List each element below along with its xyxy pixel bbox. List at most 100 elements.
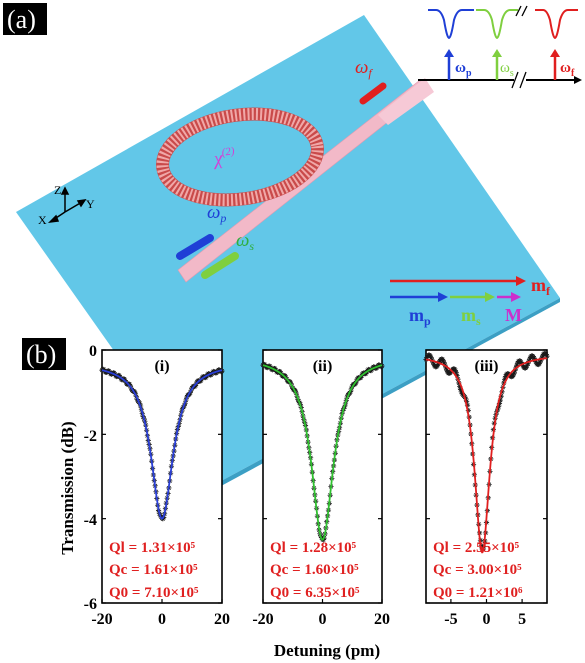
signal-beam [201, 252, 239, 279]
x-axis-label: Detuning (pm) [274, 641, 380, 660]
data-point [520, 362, 526, 369]
data-point [502, 376, 508, 382]
data-point [197, 378, 204, 384]
y-axis-label: Transmission (dB) [58, 421, 77, 554]
data-point [518, 359, 524, 365]
fit-curve [262, 364, 383, 541]
waveguide-taper-right [378, 78, 434, 125]
inset-omega-s: ωs [500, 60, 514, 79]
data-point [452, 367, 458, 373]
momentum-mf-label: mf [531, 275, 551, 298]
data-point [544, 353, 550, 359]
x-tick-label: 0 [319, 611, 327, 628]
fit-curve [101, 369, 223, 520]
x-tick-label: 20 [374, 611, 390, 628]
data-point [444, 367, 450, 373]
q-factor-label: Q0 = 6.35×10⁵ [270, 585, 360, 601]
data-point [530, 353, 536, 360]
y-tick-minus6: -6 [84, 596, 97, 613]
y-tick-0: 0 [89, 343, 97, 360]
spectrum-inset [418, 5, 582, 89]
data-point [428, 355, 434, 361]
data-point [537, 359, 543, 365]
data-point [453, 370, 459, 376]
fundamental-beam [359, 82, 387, 105]
inset-omega-f: ωf [560, 60, 575, 79]
data-point [464, 402, 471, 408]
coordinate-axes [47, 186, 87, 224]
data-point [434, 363, 440, 369]
plot-frame [425, 349, 548, 604]
panel-b: (b) Transmission (dB) Detuning (pm) 0 -2… [22, 338, 550, 660]
subplot-title: (iii) [475, 358, 499, 375]
inset-omega-p: ωp [455, 60, 472, 79]
data-point [496, 400, 503, 407]
data-point [527, 356, 533, 362]
x-tick-label: -20 [91, 611, 112, 628]
data-point [514, 362, 520, 368]
fit-curve [425, 357, 548, 554]
y-tick-minus4: -4 [84, 512, 97, 529]
x-tick-label: -5 [444, 611, 457, 628]
x-tick-label: 5 [518, 611, 526, 628]
data-point [543, 351, 549, 358]
q-factor-label: Ql = 2.55×10⁵ [433, 540, 520, 556]
data-point [498, 393, 504, 399]
subplot-ii: -20 0 20 (ii) Ql = 1.28×10⁵ Qc = 1.60×10⁵ Q0 =… [252, 349, 390, 628]
data-point [454, 373, 460, 379]
data-point [524, 363, 530, 369]
y-tick-minus2: -2 [84, 428, 97, 445]
data-point [512, 368, 518, 374]
data-point [525, 360, 531, 367]
data-point [511, 370, 517, 376]
data-point [515, 360, 521, 366]
axis-y-label: Y [86, 197, 95, 211]
data-point [457, 383, 463, 390]
data-point [502, 373, 509, 380]
x-tick-label: 20 [214, 611, 230, 628]
q-factor-label: Qc = 1.61×10⁵ [109, 562, 198, 578]
ring-resonator [156, 108, 324, 206]
axis-z-label: Z [54, 183, 61, 197]
data-point [540, 353, 546, 359]
data-point [435, 361, 441, 367]
data-point [538, 357, 544, 363]
panel-a-label-box [3, 3, 47, 35]
data-point [282, 373, 288, 379]
subplot-i: -20 0 20 (i) Ql = 1.31×10⁵ Qc = 1.61×10⁵ Q0 = … [91, 349, 230, 628]
data-point [464, 398, 470, 404]
pump-beam [176, 234, 214, 260]
data-point [531, 355, 537, 361]
q-factor-label: Qc = 1.60×10⁵ [270, 562, 359, 578]
data-point [523, 364, 529, 370]
data-point [427, 353, 433, 359]
momentum-diagram [390, 276, 526, 302]
data-point [443, 365, 449, 371]
q-factor-label: Q0 = 7.10×10⁵ [109, 585, 199, 601]
data-point [533, 359, 539, 365]
panel-a-label: (a) [7, 5, 36, 34]
data-point [458, 389, 465, 395]
plot-frame [262, 349, 383, 604]
axis-x-label: X [38, 213, 47, 227]
subplot-iii: -5 0 5 (iii) Ql = 2.55×10⁵ Qc = 3.00×10⁵ Q0 = … [423, 349, 550, 628]
subplot-title: (ii) [313, 358, 333, 375]
q-factor-label: Ql = 1.28×10⁵ [270, 540, 357, 556]
data-point [539, 355, 545, 361]
momentum-M-label: M [505, 305, 522, 325]
subplot-title: (i) [154, 358, 169, 375]
data-point [497, 397, 503, 403]
x-tick-label: -20 [252, 611, 273, 628]
panel-b-label-box [22, 338, 66, 370]
data-point [424, 354, 430, 361]
q-factor-label: Ql = 1.31×10⁵ [109, 540, 196, 556]
q-factor-label: Q0 = 1.21×10⁶ [433, 585, 523, 601]
data-point [457, 386, 464, 393]
panel-b-label: (b) [26, 340, 56, 369]
q-factor-label: Qc = 3.00×10⁵ [433, 562, 522, 578]
x-tick-label: 0 [158, 611, 166, 628]
data-point [510, 372, 516, 378]
data-point [430, 359, 436, 365]
data-point [441, 360, 447, 366]
